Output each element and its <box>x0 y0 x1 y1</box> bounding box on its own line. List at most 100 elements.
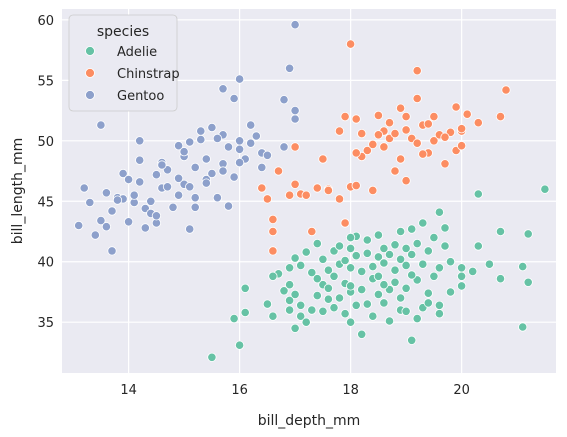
point-chinstrap <box>495 112 506 122</box>
point-adelie <box>390 240 400 250</box>
point-gentoo <box>229 172 239 182</box>
point-chinstrap <box>268 246 278 256</box>
point-gentoo <box>79 183 89 193</box>
point-gentoo <box>185 224 195 234</box>
x-tick-label: 20 <box>453 383 470 398</box>
point-chinstrap <box>345 39 356 49</box>
point-adelie <box>301 317 311 327</box>
point-chinstrap <box>440 159 450 169</box>
point-adelie <box>373 230 383 240</box>
point-adelie <box>323 294 333 304</box>
point-gentoo <box>201 178 211 188</box>
point-chinstrap <box>384 118 395 128</box>
point-gentoo <box>107 246 117 256</box>
point-adelie <box>429 271 439 281</box>
point-adelie <box>345 263 356 273</box>
point-gentoo <box>179 147 189 157</box>
point-chinstrap <box>362 145 372 156</box>
point-adelie <box>495 226 506 237</box>
point-adelie <box>412 239 422 249</box>
point-adelie <box>307 305 317 315</box>
x-axis-label: bill_depth_mm <box>258 413 361 429</box>
legend-label-adelie: Adelie <box>117 45 157 60</box>
point-gentoo <box>162 182 173 192</box>
point-adelie <box>407 335 417 345</box>
point-gentoo <box>223 201 234 211</box>
point-chinstrap <box>284 190 295 200</box>
legend-label-chinstrap: Chinstrap <box>117 67 180 82</box>
point-chinstrap <box>429 136 439 146</box>
point-chinstrap <box>262 194 272 204</box>
point-adelie <box>334 241 345 251</box>
point-gentoo <box>118 168 128 179</box>
point-chinstrap <box>451 102 461 112</box>
point-adelie <box>284 305 295 315</box>
point-gentoo <box>90 230 100 240</box>
point-chinstrap <box>473 118 483 128</box>
point-gentoo <box>290 20 300 30</box>
point-chinstrap <box>373 110 383 121</box>
point-adelie <box>384 249 395 260</box>
point-gentoo <box>279 142 289 152</box>
point-adelie <box>235 340 245 350</box>
point-gentoo <box>284 63 295 73</box>
point-gentoo <box>151 211 161 221</box>
legend-marker-adelie <box>85 46 95 56</box>
point-adelie <box>301 247 311 257</box>
point-gentoo <box>290 106 300 116</box>
point-chinstrap <box>401 125 411 135</box>
point-adelie <box>434 309 444 319</box>
point-adelie <box>418 259 428 269</box>
point-gentoo <box>246 138 256 148</box>
point-chinstrap <box>401 112 411 122</box>
point-chinstrap <box>440 132 450 142</box>
legend-marker-chinstrap <box>85 68 95 78</box>
point-chinstrap <box>340 218 350 228</box>
point-adelie <box>262 299 272 309</box>
point-chinstrap <box>390 166 400 176</box>
point-adelie <box>312 239 322 249</box>
x-tick-label: 14 <box>120 383 137 398</box>
point-adelie <box>312 274 322 284</box>
point-adelie <box>423 246 433 256</box>
legend-label-gentoo: Gentoo <box>117 89 164 104</box>
point-gentoo <box>251 131 261 141</box>
point-gentoo <box>135 177 145 187</box>
point-adelie <box>373 252 383 262</box>
point-gentoo <box>157 160 167 170</box>
point-adelie <box>284 280 295 290</box>
point-gentoo <box>124 174 134 185</box>
point-chinstrap <box>501 85 511 95</box>
point-gentoo <box>168 202 178 212</box>
point-adelie <box>429 233 439 243</box>
point-adelie <box>379 243 389 253</box>
point-gentoo <box>262 150 272 160</box>
y-tick-label: 40 <box>37 256 54 271</box>
point-adelie <box>357 329 367 339</box>
point-chinstrap <box>307 226 317 237</box>
point-adelie <box>407 270 417 280</box>
point-adelie <box>379 258 389 268</box>
point-gentoo <box>201 154 211 164</box>
point-chinstrap <box>268 214 278 224</box>
point-gentoo <box>218 84 228 94</box>
point-adelie <box>395 254 406 264</box>
point-adelie <box>296 311 306 321</box>
point-adelie <box>384 316 395 326</box>
point-chinstrap <box>340 112 350 122</box>
point-gentoo <box>174 173 184 183</box>
point-adelie <box>340 309 350 319</box>
point-gentoo <box>218 166 228 176</box>
point-chinstrap <box>423 119 433 129</box>
legend-marker-gentoo <box>85 90 95 100</box>
point-adelie <box>290 253 300 263</box>
point-adelie <box>340 255 350 266</box>
point-adelie <box>362 235 372 245</box>
point-gentoo <box>235 136 245 146</box>
point-gentoo <box>135 136 145 146</box>
point-adelie <box>401 260 411 270</box>
y-tick-label: 50 <box>37 135 54 150</box>
point-adelie <box>312 290 322 301</box>
point-adelie <box>345 243 356 253</box>
point-gentoo <box>290 114 300 124</box>
